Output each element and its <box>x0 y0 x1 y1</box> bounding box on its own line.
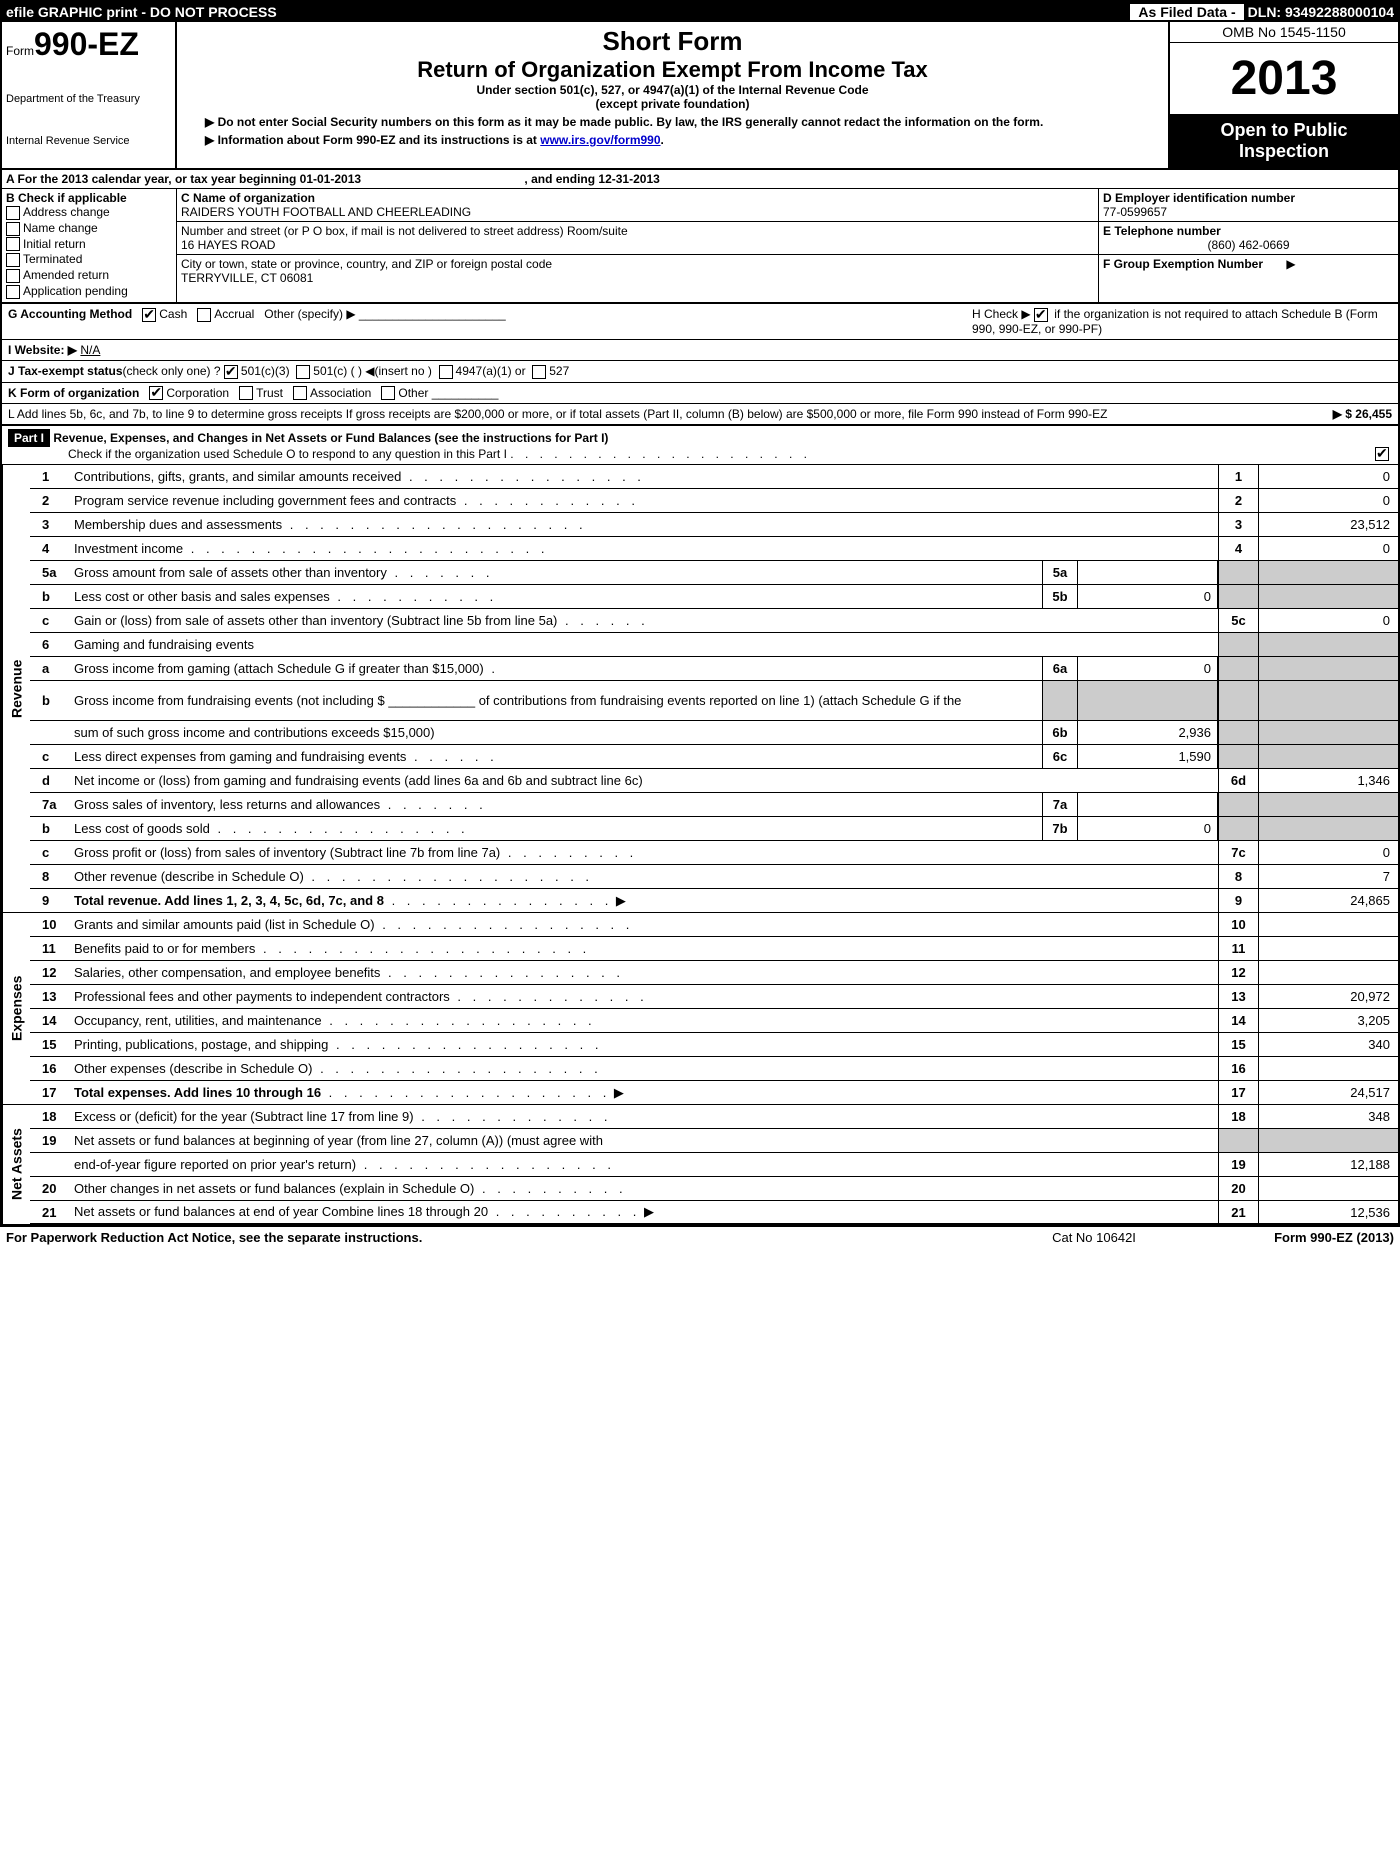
line-6d-val: 1,346 <box>1258 769 1398 792</box>
title-short-form: Short Form <box>185 26 1160 57</box>
section-def: D Employer identification number 77-0599… <box>1098 189 1398 302</box>
section-j: J Tax-exempt status(check only one) ? 50… <box>2 361 1398 383</box>
chk-schedule-b[interactable] <box>1034 308 1048 322</box>
top-bar: efile GRAPHIC print - DO NOT PROCESS As … <box>2 2 1398 22</box>
line-2-val: 0 <box>1258 489 1398 512</box>
city-state-zip: TERRYVILLE, CT 06081 <box>181 271 1094 285</box>
dln-label: DLN: 93492288000104 <box>1248 4 1394 20</box>
footer-cat: Cat No 10642I <box>994 1230 1194 1245</box>
as-filed-label: As Filed Data - <box>1130 4 1243 20</box>
line-8-val: 7 <box>1258 865 1398 888</box>
section-c: C Name of organization RAIDERS YOUTH FOO… <box>177 189 1098 302</box>
expenses-section: Expenses 10Grants and similar amounts pa… <box>2 913 1398 1105</box>
chk-name[interactable] <box>6 222 20 236</box>
note-info: ▶ Information about Form 990-EZ and its … <box>185 133 1160 147</box>
chk-501c[interactable] <box>296 365 310 379</box>
chk-trust[interactable] <box>239 386 253 400</box>
net-assets-label: Net Assets <box>2 1105 30 1225</box>
form-prefix: Form <box>6 44 34 58</box>
line-15-val: 340 <box>1258 1033 1398 1056</box>
section-l: L Add lines 5b, 6c, and 7b, to line 9 to… <box>2 404 1398 426</box>
open-public: Open to Public Inspection <box>1170 114 1398 168</box>
dept-treasury: Department of the Treasury <box>6 93 171 105</box>
line-1-val: 0 <box>1258 465 1398 488</box>
chk-address[interactable] <box>6 206 20 220</box>
section-i: I Website: ▶ N/A <box>2 340 1398 361</box>
note-ssn: ▶ Do not enter Social Security numbers o… <box>185 115 1160 129</box>
title-return: Return of Organization Exempt From Incom… <box>185 57 1160 83</box>
subtitle-section: Under section 501(c), 527, or 4947(a)(1)… <box>185 83 1160 97</box>
street-address: 16 HAYES ROAD <box>181 238 1094 252</box>
section-gh: G Accounting Method Cash Accrual Other (… <box>2 304 1398 340</box>
line-9-val: 24,865 <box>1258 889 1398 912</box>
chk-terminated[interactable] <box>6 253 20 267</box>
section-bcdef: B Check if applicable Address change Nam… <box>2 189 1398 304</box>
chk-accrual[interactable] <box>197 308 211 322</box>
chk-amended[interactable] <box>6 269 20 283</box>
form-number: 990-EZ <box>34 26 139 62</box>
chk-501c3[interactable] <box>224 365 238 379</box>
subtitle-except: (except private foundation) <box>185 97 1160 111</box>
line-21-val: 12,536 <box>1258 1201 1398 1223</box>
chk-assoc[interactable] <box>293 386 307 400</box>
line-14-val: 3,205 <box>1258 1009 1398 1032</box>
section-a: A For the 2013 calendar year, or tax yea… <box>2 170 1398 189</box>
irs-link[interactable]: www.irs.gov/form990 <box>540 133 660 147</box>
line-19-val: 12,188 <box>1258 1153 1398 1176</box>
section-b: B Check if applicable Address change Nam… <box>2 189 177 302</box>
chk-cash[interactable] <box>142 308 156 322</box>
website-value: N/A <box>80 343 100 357</box>
form-container: efile GRAPHIC print - DO NOT PROCESS As … <box>0 0 1400 1227</box>
phone-value: (860) 462-0669 <box>1103 238 1394 252</box>
footer: For Paperwork Reduction Act Notice, see … <box>0 1227 1400 1248</box>
line-3-val: 23,512 <box>1258 513 1398 536</box>
efile-label: efile GRAPHIC print - DO NOT PROCESS <box>6 4 1126 20</box>
org-name: RAIDERS YOUTH FOOTBALL AND CHEERLEADING <box>181 205 1094 219</box>
chk-4947[interactable] <box>439 365 453 379</box>
section-k: K Form of organization Corporation Trust… <box>2 383 1398 405</box>
header-center: Short Form Return of Organization Exempt… <box>177 22 1168 168</box>
tax-year: 2013 <box>1170 43 1398 114</box>
chk-initial[interactable] <box>6 237 20 251</box>
revenue-label: Revenue <box>2 465 30 913</box>
part-1-header: Part I Revenue, Expenses, and Changes in… <box>2 426 1398 465</box>
line-5c-val: 0 <box>1258 609 1398 632</box>
gross-receipts: ▶ $ 26,455 <box>1242 407 1392 421</box>
line-18-val: 348 <box>1258 1105 1398 1128</box>
chk-pending[interactable] <box>6 285 20 299</box>
line-13-val: 20,972 <box>1258 985 1398 1008</box>
dept-irs: Internal Revenue Service <box>6 135 171 147</box>
footer-form: Form 990-EZ (2013) <box>1194 1230 1394 1245</box>
header-right: OMB No 1545-1150 2013 Open to Public Ins… <box>1168 22 1398 168</box>
revenue-section: Revenue 1Contributions, gifts, grants, a… <box>2 465 1398 913</box>
chk-other-org[interactable] <box>381 386 395 400</box>
footer-notice: For Paperwork Reduction Act Notice, see … <box>6 1230 994 1245</box>
expenses-label: Expenses <box>2 913 30 1105</box>
ein-value: 77-0599657 <box>1103 205 1394 219</box>
header-left: Form990-EZ Department of the Treasury In… <box>2 22 177 168</box>
line-17-val: 24,517 <box>1258 1081 1398 1104</box>
header-section: Form990-EZ Department of the Treasury In… <box>2 22 1398 170</box>
net-assets-section: Net Assets 18Excess or (deficit) for the… <box>2 1105 1398 1225</box>
chk-corp[interactable] <box>149 386 163 400</box>
line-7c-val: 0 <box>1258 841 1398 864</box>
chk-527[interactable] <box>532 365 546 379</box>
chk-schedule-o[interactable] <box>1375 447 1389 461</box>
line-4-val: 0 <box>1258 537 1398 560</box>
omb-number: OMB No 1545-1150 <box>1170 22 1398 43</box>
